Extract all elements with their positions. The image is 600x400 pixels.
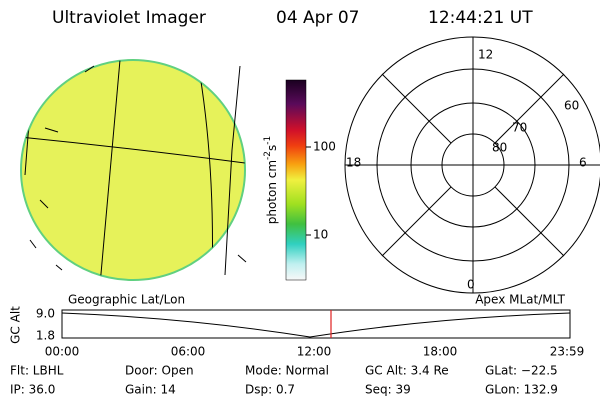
mlt-label: 18: [346, 156, 361, 170]
axis-label: GC Alt: [9, 306, 23, 344]
info-field: GLon: 132.9: [485, 383, 558, 397]
info-field: Dsp: 0.7: [245, 383, 295, 397]
mlat-label: 60: [564, 99, 579, 113]
y-tick-label: 1.8: [36, 329, 55, 343]
x-tick-label: 23:59: [550, 345, 585, 359]
mlat-label: 80: [492, 141, 507, 155]
colorbar: 100 10 photon cm-2s-1: [263, 79, 336, 281]
info-panel: Flt: LBHL IP: 36.0 Door: Open Gain: 14 Mode:…: [10, 364, 558, 397]
image-disk: [20, 59, 247, 281]
x-tick-label: 06:00: [171, 345, 206, 359]
mlt-label: 6: [579, 156, 587, 170]
label-part: photon cm: [265, 160, 279, 224]
info-field: GC Alt: 3.4 Re: [365, 364, 449, 378]
left-label: Geographic Lat/Lon: [68, 293, 185, 307]
info-field: Mode: Normal: [245, 364, 329, 378]
mlt-label: 0: [467, 278, 475, 292]
label-part: -2: [263, 151, 273, 160]
timeline: Geographic Lat/Lon Apex MLat/MLT GC Alt …: [9, 293, 585, 359]
label-part: -1: [263, 136, 273, 145]
colorbar-tick: 100: [313, 140, 336, 154]
label-part: s: [265, 145, 279, 151]
y-tick-label: 9.0: [36, 307, 55, 321]
title: Ultraviolet Imager: [52, 8, 206, 28]
colorbar-label: photon cm-2s-1: [263, 136, 279, 225]
info-field: Flt: LBHL: [10, 364, 64, 378]
header: Ultraviolet Imager 04 Apr 07 12:44:21 UT: [52, 8, 533, 28]
x-tick-label: 00:00: [45, 345, 80, 359]
date: 04 Apr 07: [276, 8, 359, 28]
right-label: Apex MLat/MLT: [475, 293, 565, 307]
info-field: Gain: 14: [125, 383, 176, 397]
x-tick-label: 18:00: [423, 345, 458, 359]
info-field: Seq: 39: [365, 383, 411, 397]
time: 12:44:21 UT: [428, 8, 533, 28]
info-field: GLat: −22.5: [485, 364, 558, 378]
mlt-label: 12: [478, 48, 493, 62]
polar-grid: [344, 36, 600, 294]
x-tick-label: 12:00: [297, 345, 332, 359]
info-field: Door: Open: [125, 364, 194, 378]
colorbar-tick: 10: [313, 228, 328, 242]
mlat-label: 70: [512, 121, 527, 135]
polar-labels: 12 60 70 80 18 6 0: [346, 48, 587, 292]
info-field: IP: 36.0: [10, 383, 55, 397]
